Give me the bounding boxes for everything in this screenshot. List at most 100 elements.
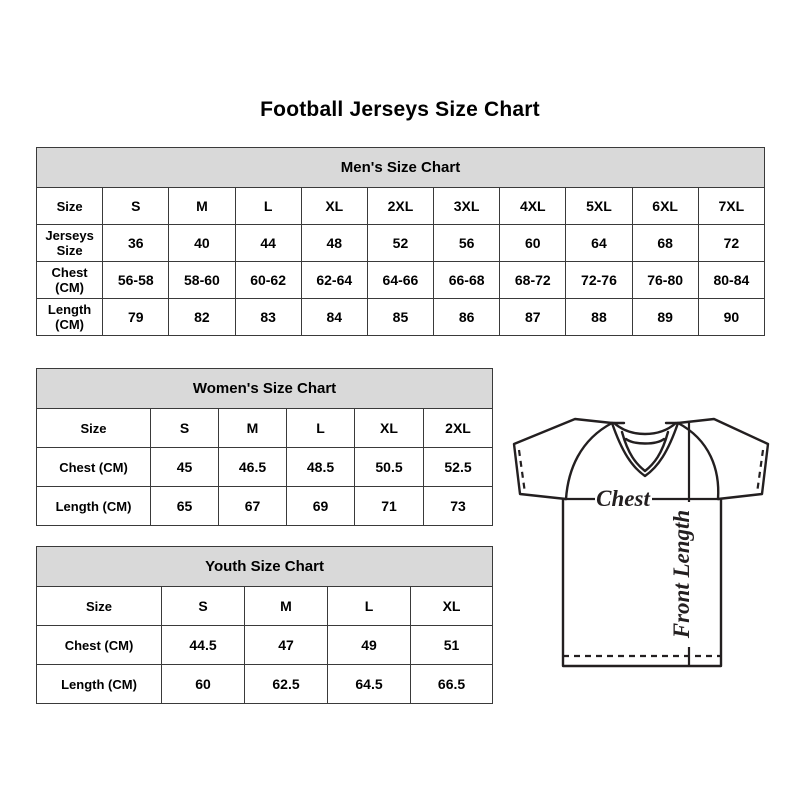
row-header-length-cm: Length (CM) [36,664,162,704]
column-header-m: M [218,408,287,448]
youth-size-chart-caption: Youth Size Chart [35,546,494,587]
table-row: Length (CM) 65 67 69 71 73 [36,486,494,526]
front-length-label: Front Length [669,510,694,639]
column-header-xl: XL [354,408,424,448]
column-header-2xl: 2XL [422,408,494,448]
table-header-row: Size S M L XL [36,586,494,626]
table-cell: 65 [150,486,219,526]
table-cell: 47 [244,625,328,665]
table-cell: 44 [234,224,302,262]
table-cell: 66.5 [409,664,494,704]
table-cell: 67 [218,486,287,526]
column-header-s: S [102,187,170,225]
column-header-3xl: 3XL [433,187,501,225]
column-header-l: L [286,408,355,448]
row-header-chest-cm: Chest (CM) [36,447,151,487]
left-sleeve-outline [512,417,614,501]
table-cell: 68-72 [499,261,567,299]
right-armhole-outline [676,421,720,501]
table-header-row: Size S M L XL 2XL 3XL 4XL 5XL 6XL 7XL [35,187,766,225]
table-cell: 45 [150,447,219,487]
row-header-length-cm: Length (CM) [36,486,151,526]
table-cell: 49 [327,625,411,665]
table-cell: 52 [366,224,435,262]
table-row: Chest (CM) 45 46.5 48.5 50.5 52.5 [36,447,494,487]
column-header-xl: XL [300,187,368,225]
table-cell: 86 [433,298,501,336]
table-cell: 76-80 [631,261,699,299]
table-cell: 84 [300,298,368,336]
column-header-6xl: 6XL [631,187,699,225]
chest-label: Chest [596,486,650,511]
right-cuff-dashed-line [755,449,765,494]
row-header-jerseys-size: Jerseys Size [35,224,104,262]
table-cell: 60 [161,664,245,704]
table-cell: 72 [697,224,766,262]
table-cell: 85 [366,298,435,336]
table-cell: 58-60 [168,261,236,299]
table-cell: 62.5 [244,664,328,704]
womens-size-chart-caption: Women's Size Chart [35,368,494,409]
column-header-size: Size [36,586,162,626]
neckline-inner [620,430,670,473]
page-title: Football Jerseys Size Chart [260,98,540,121]
left-armhole-outline [564,421,614,501]
table-cell: 46.5 [218,447,287,487]
left-cuff-dashed-line [517,449,527,494]
table-cell: 64-66 [366,261,435,299]
collar-band-curve [612,421,678,436]
jersey-outline-svg: Chest Front Length [512,417,770,668]
table-caption-row: Men's Size Chart [36,147,765,188]
torso-outline [561,497,723,668]
table-row: Chest (CM) 44.5 47 49 51 [36,625,494,665]
table-cell: 89 [631,298,699,336]
v-neck-jersey-measurement-diagram: Chest Front Length [500,392,782,684]
column-header-5xl: 5XL [565,187,633,225]
table-cell: 72-76 [565,261,633,299]
neckline-inner-band [624,437,666,445]
table-cell: 64.5 [327,664,411,704]
table-cell: 69 [286,486,355,526]
table-cell: 73 [422,486,494,526]
table-cell: 44.5 [161,625,245,665]
column-header-7xl: 7XL [697,187,766,225]
table-cell: 83 [234,298,302,336]
table-cell: 79 [102,298,170,336]
table-cell: 80-84 [697,261,766,299]
row-header-chest-cm: Chest (CM) [35,261,104,299]
table-cell: 62-64 [300,261,368,299]
table-row: Length (CM) 79 82 83 84 85 86 87 88 89 9… [35,298,766,336]
table-cell: 51 [409,625,494,665]
table-cell: 82 [168,298,236,336]
jersey-body-outline [512,417,770,668]
mens-size-chart-caption: Men's Size Chart [36,147,765,188]
table-cell: 52.5 [422,447,494,487]
table-cell: 48 [300,224,368,262]
right-sleeve-outline [676,417,770,501]
column-header-size: Size [36,408,151,448]
table-row: Length (CM) 60 62.5 64.5 66.5 [36,664,494,704]
column-header-size: Size [35,187,104,225]
table-cell: 56 [433,224,501,262]
table-cell: 68 [631,224,699,262]
table-row: Jerseys Size 36 40 44 48 52 56 60 64 68 … [35,224,766,262]
table-cell: 40 [168,224,236,262]
table-cell: 71 [354,486,424,526]
column-header-m: M [168,187,236,225]
table-caption-row: Women's Size Chart [35,368,494,409]
table-cell: 90 [697,298,766,336]
table-cell: 60-62 [234,261,302,299]
column-header-l: L [327,586,411,626]
table-header-row: Size S M L XL 2XL [36,408,494,448]
table-cell: 56-58 [102,261,170,299]
mens-size-chart-table: Men's Size Chart Size S M L XL 2XL 3XL 4… [35,147,766,336]
row-header-chest-cm: Chest (CM) [36,625,162,665]
table-row: Chest (CM) 56-58 58-60 60-62 62-64 64-66… [35,261,766,299]
table-cell: 36 [102,224,170,262]
column-header-s: S [150,408,219,448]
youth-size-chart-table: Youth Size Chart Size S M L XL Chest (CM… [35,546,494,704]
table-cell: 88 [565,298,633,336]
column-header-xl: XL [409,586,494,626]
column-header-m: M [244,586,328,626]
table-cell: 48.5 [286,447,355,487]
